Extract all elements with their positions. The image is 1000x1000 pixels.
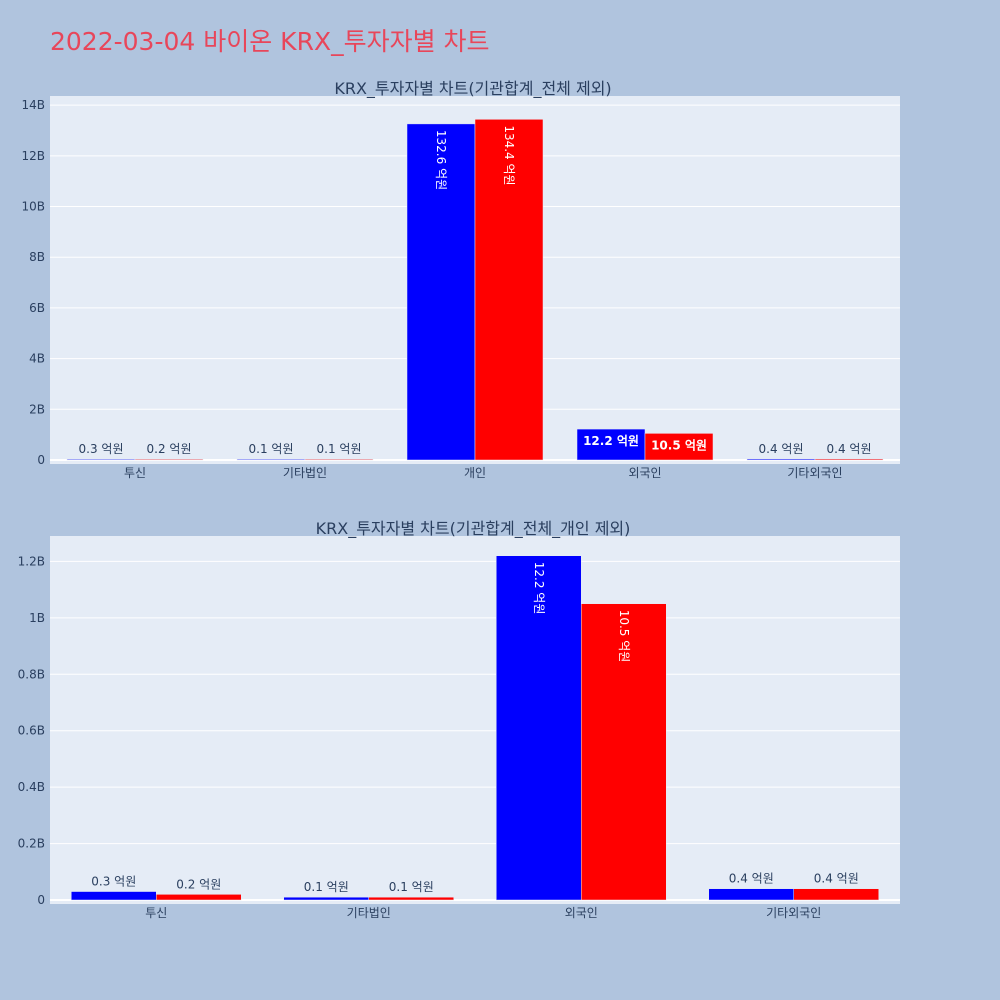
x-tick-label: 기타법인 [283,466,327,480]
bar [368,896,454,901]
y-tick-label: 0 [37,893,45,907]
bar [71,891,157,901]
plot-area [50,536,900,904]
data-label: 132.6 억원 [434,130,448,190]
bar [66,458,136,461]
data-label: 0.4 억원 [759,442,804,456]
x-tick-label: 기타법인 [347,906,391,920]
data-label: 0.4 억원 [729,872,774,886]
x-tick-label: 외국인 [628,466,661,480]
data-label: 12.2 억원 [532,562,546,615]
bar [708,888,794,901]
y-tick-label: 6B [29,301,45,315]
bar [576,428,646,461]
bar [793,888,879,901]
x-tick-label: 외국인 [565,906,598,920]
data-label: 0.1 억원 [389,880,434,894]
bar [304,458,374,461]
data-label: 134.4 억원 [502,125,516,185]
data-label: 0.3 억원 [79,442,124,456]
chart-title: KRX_투자자별 차트(기관합계_전체 제외) [334,79,611,99]
x-tick-label: 투신 [124,466,146,480]
data-label: 0.1 억원 [304,880,349,894]
x-tick-label: 투신 [145,906,167,920]
x-tick-label: 기타외국인 [787,466,842,480]
bar [581,603,667,901]
y-tick-label: 0.6B [18,724,45,738]
data-label: 0.1 억원 [249,442,294,456]
bar [814,458,884,461]
y-tick-label: 4B [29,352,45,366]
bar [406,123,476,461]
y-tick-label: 10B [21,200,45,214]
data-label: 0.2 억원 [176,877,221,891]
y-tick-label: 12B [21,149,45,163]
bar [236,458,306,461]
y-tick-label: 0.8B [18,667,45,681]
data-label: 0.1 억원 [317,442,362,456]
y-tick-label: 0.4B [18,780,45,794]
page-title: 2022-03-04 바이온 KRX_투자자별 차트 [50,27,490,56]
bar [644,433,714,461]
y-tick-label: 0 [37,453,45,467]
bar [134,458,204,461]
y-tick-label: 1B [29,611,45,625]
y-tick-label: 1.2B [18,554,45,568]
bar [746,458,816,461]
bar [496,555,582,901]
y-tick-label: 14B [21,98,45,112]
y-tick-label: 8B [29,250,45,264]
data-label: 0.3 억원 [91,875,136,889]
chart-title: KRX_투자자별 차트(기관합계_전체_개인 제외) [316,519,631,539]
data-label: 10.5 억원 [617,610,631,663]
data-label: 0.2 억원 [147,442,192,456]
y-tick-label: 0.2B [18,837,45,851]
x-tick-label: 개인 [464,466,486,480]
bar [156,894,242,901]
data-label: 0.4 억원 [814,872,859,886]
x-tick-label: 기타외국인 [766,906,821,920]
y-tick-label: 2B [29,402,45,416]
bar [283,896,369,901]
data-label: 12.2 억원 [583,434,639,448]
data-label: 0.4 억원 [827,442,872,456]
data-label: 10.5 억원 [651,438,707,452]
bar [474,119,544,461]
